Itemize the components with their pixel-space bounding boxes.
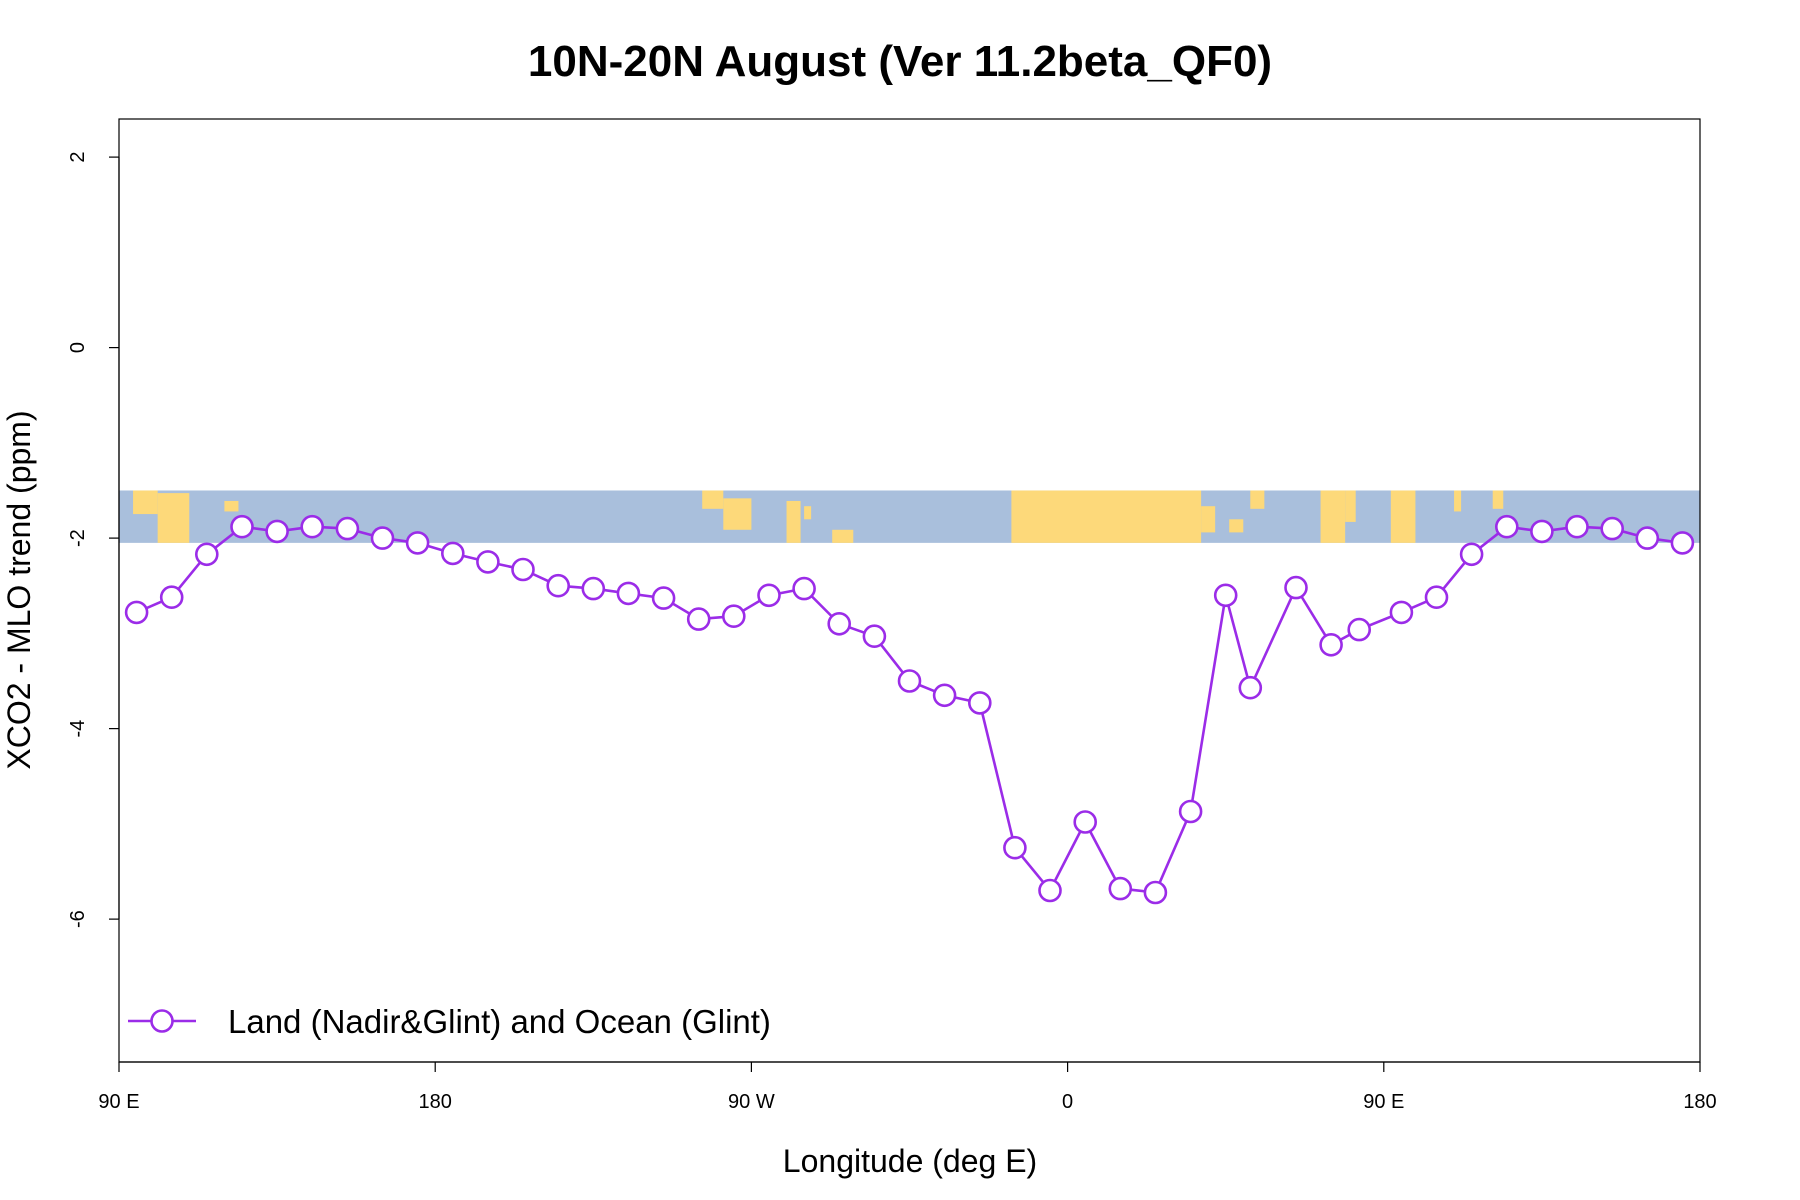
x-tick-label: 0 [1062, 1091, 1073, 1113]
data-point [159, 585, 184, 610]
y-tick-label: -4 [67, 720, 89, 738]
series-layer [124, 514, 1695, 905]
plot-frame [118, 118, 1701, 1063]
legend: Land (Nadir&Glint) and Ocean (Glint) [128, 1003, 771, 1040]
data-point [1670, 531, 1695, 555]
data-point [1238, 675, 1263, 700]
y-tick-label: 0 [67, 342, 89, 353]
land-mass [1454, 490, 1462, 512]
data-point [124, 600, 149, 625]
data-point [335, 516, 360, 541]
data-point [581, 576, 606, 601]
data-point [476, 550, 500, 574]
data-point [1143, 880, 1168, 905]
land-mass [786, 500, 801, 543]
data-point [1600, 516, 1624, 541]
data-point [932, 683, 957, 708]
y-axis-label: XCO2 - MLO trend (ppm) [1, 410, 37, 769]
data-point [300, 514, 325, 539]
x-tick-label: 180 [1683, 1091, 1716, 1113]
legend-label: Land (Nadir&Glint) and Ocean (Glint) [228, 1003, 771, 1040]
data-point [1495, 514, 1519, 539]
data-point [511, 557, 535, 582]
land-mass [804, 506, 812, 520]
data-point [1038, 878, 1062, 903]
land-mass [1345, 490, 1356, 522]
data-point [1347, 617, 1371, 642]
data-point [405, 531, 430, 555]
data-point [1530, 519, 1554, 544]
data-point [1565, 514, 1589, 539]
land-mass [157, 493, 190, 543]
data-point [1635, 526, 1660, 550]
y-tick-label: -6 [67, 910, 89, 928]
data-point [651, 586, 676, 610]
data-point [1319, 632, 1343, 657]
land-mass [133, 490, 158, 515]
data-point [1178, 799, 1203, 824]
data-point [265, 519, 289, 544]
land-mass [723, 498, 752, 530]
data-point [616, 581, 641, 606]
land-mass [1492, 490, 1504, 509]
x-tick-label: 90 E [98, 1091, 139, 1113]
data-point [370, 526, 395, 550]
land-mass [1011, 490, 1202, 543]
y-tick-label: 2 [67, 152, 89, 163]
data-point [1073, 810, 1097, 834]
land-mass [832, 529, 854, 543]
data-point [686, 607, 711, 631]
x-tick-label: 90 W [728, 1091, 775, 1113]
data-point [230, 514, 254, 539]
land-mass [1320, 490, 1346, 543]
data-point [827, 611, 852, 636]
series-line [136, 525, 1683, 894]
data-point [1108, 876, 1133, 901]
data-point [195, 542, 219, 567]
data-point [862, 624, 887, 649]
data-point [1284, 575, 1308, 600]
y-axis: 2 0 -2 -4 -6 [67, 152, 120, 928]
data-point [792, 576, 816, 601]
y-tick-label: -2 [67, 529, 89, 547]
data-point [440, 541, 465, 566]
data-point [1424, 585, 1449, 610]
data-point [546, 573, 571, 598]
land-mass [702, 490, 724, 509]
data-point [1459, 542, 1484, 567]
land-mass [1229, 519, 1244, 533]
data-point [1003, 835, 1027, 860]
legend-marker-swatch [150, 1009, 174, 1033]
chart-title: 10N-20N August (Ver 11.2beta_QF0) [528, 37, 1272, 86]
x-axis: 90 E 180 90 W 0 90 E 180 [98, 1061, 1717, 1113]
land-mass [224, 500, 239, 512]
x-axis-label: Longitude (deg E) [783, 1143, 1037, 1179]
data-point [721, 604, 746, 629]
data-point [897, 669, 922, 693]
data-point [967, 691, 992, 715]
data-point [1389, 600, 1414, 625]
x-tick-label: 90 E [1363, 1091, 1404, 1113]
x-tick-label: 180 [419, 1091, 452, 1113]
land-mass [1390, 490, 1416, 543]
data-point [757, 583, 781, 608]
land-mass [1250, 490, 1265, 509]
data-point [1213, 583, 1238, 608]
land-mass [1201, 506, 1216, 533]
